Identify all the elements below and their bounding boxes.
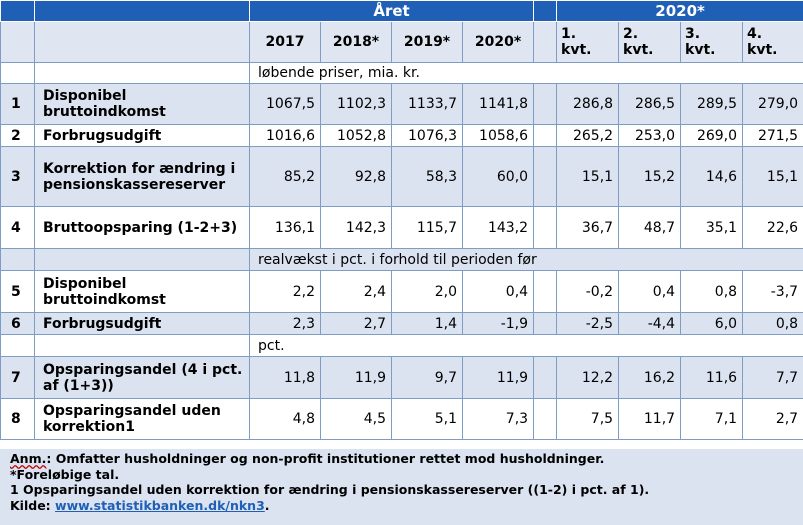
col-2019: 2019* xyxy=(391,21,463,63)
table-row: 8 Opsparingsandel uden korrektion1 4,8 4,… xyxy=(0,398,803,440)
note-footnote-1: 1 Opsparingsandel uden korrektion for æn… xyxy=(10,482,650,497)
col-2017: 2017 xyxy=(249,21,321,63)
header-2020: 2020* xyxy=(556,0,803,22)
unit-row: realvækst i pct. i forhold til perioden … xyxy=(0,248,803,271)
table-row: 3 Korrektion for ændring i pensionskasse… xyxy=(0,146,803,207)
header-row: Året 2020* xyxy=(0,0,803,22)
note-prelim: *Foreløbige tal. xyxy=(10,466,120,482)
col-q1: 1. kvt. xyxy=(556,21,620,63)
row-label: Disponibel bruttoindkomst xyxy=(34,270,250,313)
source-link[interactable]: www.statistikbanken.dk/nkn3 xyxy=(55,497,265,513)
note-source: Kilde: www.statistikbanken.dk/nkn3. xyxy=(10,497,270,513)
table-row: 4 Bruttoopsparing (1-2+3) 136,1 142,3 115,… xyxy=(0,206,803,249)
header-blank xyxy=(0,0,35,22)
row-label: Korrektion for ændring i pensionskassere… xyxy=(34,146,250,207)
col-2020: 2020* xyxy=(461,21,535,63)
unit-label: realvækst i pct. i forhold til perioden … xyxy=(248,248,803,271)
household-savings-table: Året 2020* 2017 2018* 2019* 2020* 1. kvt.… xyxy=(0,0,803,440)
row-label: Forbrugsudgift xyxy=(34,312,250,335)
table-row: 1 Disponibel bruttoindkomst 1067,5 1102,3… xyxy=(0,83,803,125)
table-row: 2 Forbrugsudgift 1016,6 1052,8 1076,3 1058,… xyxy=(0,124,803,147)
header-blank xyxy=(34,0,250,22)
table-notes: Anm.: Omfatter husholdninger og non-prof… xyxy=(0,449,803,525)
table-row: 6 Forbrugsudgift 2,3 2,7 1,4 -1,9 -2,5 -4,4 6… xyxy=(0,312,803,335)
row-label: Forbrugsudgift xyxy=(34,124,250,147)
unit-label: løbende priser, mia. kr. xyxy=(248,62,803,84)
row-label: Opsparingsandel (4 i pct. af (1+3)) xyxy=(34,356,250,399)
col-q3: 3. kvt. xyxy=(680,21,744,63)
row-label: Disponibel bruttoindkomst xyxy=(34,83,250,125)
table-row: 7 Opsparingsandel (4 i pct. af (1+3)) 11… xyxy=(0,356,803,399)
row-label: Opsparingsandel uden korrektion1 xyxy=(34,398,250,440)
header-blank xyxy=(533,0,558,22)
unit-row: pct. xyxy=(0,334,803,357)
row-label: Bruttoopsparing (1-2+3) xyxy=(34,206,250,249)
unit-label: pct. xyxy=(248,334,803,357)
col-q2: 2. kvt. xyxy=(618,21,682,63)
unit-row: løbende priser, mia. kr. xyxy=(0,62,803,84)
col-2018: 2018* xyxy=(320,21,392,63)
header-aaret: Året xyxy=(248,0,535,22)
note-anm: Anm.: Omfatter husholdninger og non-prof… xyxy=(10,451,605,466)
col-q4: 4. kvt. xyxy=(742,21,803,63)
table-row: 5 Disponibel bruttoindkomst 2,2 2,4 2,0 0,4… xyxy=(0,270,803,313)
column-header-row: 2017 2018* 2019* 2020* 1. kvt. 2. kvt. 3. k… xyxy=(0,21,803,63)
